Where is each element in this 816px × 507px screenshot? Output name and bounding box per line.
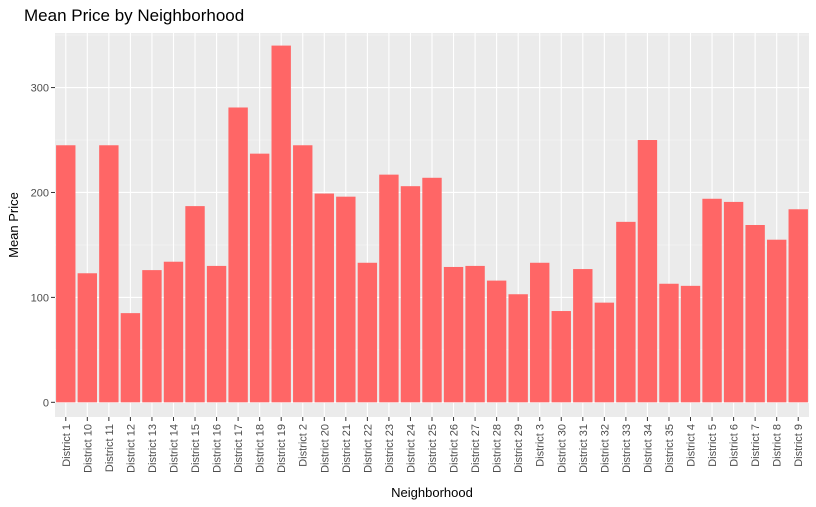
bar: [486, 280, 507, 403]
bar: [788, 209, 808, 403]
y-tick-label: 100: [31, 292, 49, 304]
bar: [142, 270, 162, 403]
x-tick-label: District 6: [729, 424, 741, 467]
bar: [271, 45, 291, 403]
bar: [745, 225, 765, 403]
x-tick-label: District 2: [298, 424, 310, 467]
bar: [680, 285, 701, 403]
x-tick-label: District 23: [384, 424, 396, 473]
bar: [249, 153, 270, 403]
bar: [659, 283, 679, 403]
x-tick-label: District 16: [212, 424, 224, 473]
bar: [314, 193, 334, 403]
bar: [185, 206, 205, 403]
x-axis: District 1 District 10 District 11 District…: [61, 417, 805, 473]
x-tick-label: District 11: [104, 424, 116, 472]
x-tick-label: District 34: [642, 424, 654, 473]
bar: [530, 262, 550, 403]
bar: [465, 265, 485, 403]
bar: [120, 313, 141, 403]
x-tick-label: District 15: [190, 424, 202, 473]
bar: [443, 266, 464, 403]
bar: [551, 311, 571, 403]
bar: [400, 186, 421, 403]
x-tick-label: District 28: [492, 424, 504, 473]
bar: [422, 177, 442, 403]
x-tick-label: District 4: [686, 424, 698, 467]
y-tick-label: 0: [43, 397, 49, 409]
bar: [702, 198, 722, 403]
chart-title: Mean Price by Neighborhood: [24, 6, 245, 25]
x-tick-label: District 31: [578, 424, 590, 473]
y-tick-label: 300: [31, 83, 49, 95]
x-tick-label: District 1: [61, 424, 73, 467]
bar: [336, 196, 356, 403]
bar: [77, 273, 98, 403]
x-tick-label: District 21: [341, 424, 353, 473]
x-tick-label: District 10: [82, 424, 94, 473]
x-tick-label: District 7: [750, 424, 762, 467]
bar: [723, 201, 744, 403]
x-tick-label: District 18: [255, 424, 267, 473]
x-tick-label: District 19: [276, 424, 288, 473]
bars: [56, 45, 808, 403]
x-tick-label: District 29: [513, 424, 525, 473]
x-tick-label: District 17: [233, 424, 245, 473]
bar: [508, 294, 528, 403]
x-tick-label: District 26: [449, 424, 461, 473]
x-tick-label: District 27: [470, 424, 482, 473]
bar: [357, 262, 378, 403]
bar: [163, 261, 184, 403]
bar: [206, 265, 227, 403]
x-tick-label: District 24: [405, 424, 417, 473]
bar: [637, 140, 658, 403]
x-tick-label: District 8: [772, 424, 784, 467]
y-tick-label: 200: [31, 187, 49, 199]
x-tick-label: District 13: [147, 424, 159, 473]
bar: [379, 174, 399, 403]
x-tick-label: District 30: [556, 424, 568, 473]
x-tick-label: District 5: [707, 424, 719, 467]
x-tick-label: District 32: [599, 424, 611, 473]
x-tick-label: District 22: [362, 424, 374, 473]
bar: [573, 269, 593, 403]
bar: [293, 145, 313, 403]
bar: [616, 221, 636, 403]
bar: [766, 239, 787, 403]
x-tick-label: District 20: [319, 424, 331, 473]
y-axis: 0 100 200 300: [31, 83, 55, 409]
bar: [228, 107, 248, 403]
x-tick-label: District 25: [427, 424, 439, 473]
x-tick-label: District 9: [793, 424, 805, 467]
x-tick-label: District 14: [168, 424, 180, 473]
bar: [56, 145, 76, 403]
bar: [99, 145, 119, 403]
bar: [594, 302, 615, 403]
x-tick-label: District 33: [621, 424, 633, 473]
x-tick-label: District 35: [664, 424, 676, 473]
y-axis-title: Mean Price: [6, 192, 21, 258]
x-axis-title: Neighborhood: [391, 485, 473, 500]
x-tick-label: District 3: [535, 424, 547, 467]
x-tick-label: District 12: [125, 424, 137, 473]
